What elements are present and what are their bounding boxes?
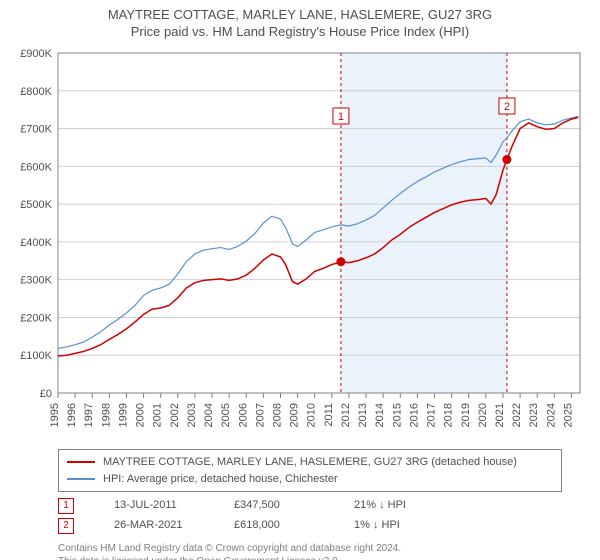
chart-area: £0 £100K £200K £300K £400K £500K £600K £700K £80…	[0, 43, 600, 443]
svg-text:2007: 2007	[254, 403, 266, 427]
svg-text:£800K: £800K	[20, 86, 52, 98]
svg-text:2011: 2011	[323, 403, 335, 427]
svg-text:2010: 2010	[306, 403, 318, 427]
sales-table: 1 13-JUL-2011 £347,500 21% ↓ HPI 2 26-MA…	[58, 496, 562, 536]
svg-text:£100K: £100K	[20, 350, 52, 362]
svg-text:2016: 2016	[408, 403, 420, 427]
svg-text:2019: 2019	[460, 403, 472, 427]
svg-text:2024: 2024	[545, 403, 557, 427]
legend-item: HPI: Average price, detached house, Chic…	[67, 471, 553, 488]
sale-price: £618,000	[234, 516, 314, 536]
svg-text:2014: 2014	[374, 403, 386, 427]
svg-text:2000: 2000	[135, 403, 147, 427]
svg-text:1999: 1999	[117, 403, 129, 427]
legend-swatch	[67, 461, 95, 463]
legend-label: MAYTREE COTTAGE, MARLEY LANE, HASLEMERE,…	[103, 454, 517, 471]
svg-text:2008: 2008	[271, 403, 283, 427]
svg-text:2012: 2012	[340, 403, 352, 427]
sale-delta: 21% ↓ HPI	[354, 496, 434, 516]
svg-text:2003: 2003	[186, 403, 198, 427]
svg-text:2022: 2022	[511, 403, 523, 427]
svg-text:2006: 2006	[237, 403, 249, 427]
svg-text:2025: 2025	[562, 403, 574, 427]
svg-text:2020: 2020	[477, 403, 489, 427]
footer-line: This data is licensed under the Open Gov…	[58, 555, 562, 560]
page-title: MAYTREE COTTAGE, MARLEY LANE, HASLEMERE,…	[0, 6, 600, 24]
svg-text:2017: 2017	[426, 403, 438, 427]
footer-attribution: Contains HM Land Registry data © Crown c…	[58, 542, 562, 560]
svg-text:£600K: £600K	[20, 162, 52, 174]
svg-text:1: 1	[338, 111, 344, 123]
svg-text:£900K: £900K	[20, 48, 52, 60]
svg-text:2023: 2023	[528, 403, 540, 427]
sale-marker-icon: 1	[58, 498, 74, 514]
sale-date: 13-JUL-2011	[114, 496, 194, 516]
svg-text:£300K: £300K	[20, 275, 52, 287]
svg-text:2005: 2005	[220, 403, 232, 427]
svg-text:2001: 2001	[152, 403, 164, 427]
svg-text:2004: 2004	[203, 403, 215, 427]
sales-row: 2 26-MAR-2021 £618,000 1% ↓ HPI	[58, 516, 562, 536]
svg-text:2013: 2013	[357, 403, 369, 427]
sale-price: £347,500	[234, 496, 314, 516]
legend: MAYTREE COTTAGE, MARLEY LANE, HASLEMERE,…	[58, 449, 562, 492]
svg-text:1997: 1997	[83, 403, 95, 427]
svg-text:2002: 2002	[169, 403, 181, 427]
footer-line: Contains HM Land Registry data © Crown c…	[58, 542, 562, 556]
legend-item: MAYTREE COTTAGE, MARLEY LANE, HASLEMERE,…	[67, 454, 553, 471]
svg-text:2015: 2015	[391, 403, 403, 427]
svg-text:1995: 1995	[49, 403, 61, 427]
svg-text:2: 2	[504, 101, 510, 113]
line-chart: £0 £100K £200K £300K £400K £500K £600K £700K £80…	[0, 43, 600, 443]
svg-text:1996: 1996	[66, 403, 78, 427]
legend-swatch	[67, 478, 95, 480]
sales-row: 1 13-JUL-2011 £347,500 21% ↓ HPI	[58, 496, 562, 516]
svg-text:£700K: £700K	[20, 124, 52, 136]
svg-text:£0: £0	[40, 388, 52, 400]
svg-text:£500K: £500K	[20, 199, 52, 211]
svg-text:£200K: £200K	[20, 313, 52, 325]
legend-label: HPI: Average price, detached house, Chic…	[103, 471, 338, 488]
sale-delta: 1% ↓ HPI	[354, 516, 434, 536]
sale-date: 26-MAR-2021	[114, 516, 194, 536]
sale-marker-icon: 2	[58, 518, 74, 534]
svg-text:2018: 2018	[443, 403, 455, 427]
page-subtitle: Price paid vs. HM Land Registry's House …	[0, 24, 600, 39]
svg-text:2009: 2009	[289, 403, 301, 427]
svg-text:£400K: £400K	[20, 237, 52, 249]
svg-text:2021: 2021	[494, 403, 506, 427]
svg-text:1998: 1998	[100, 403, 112, 427]
